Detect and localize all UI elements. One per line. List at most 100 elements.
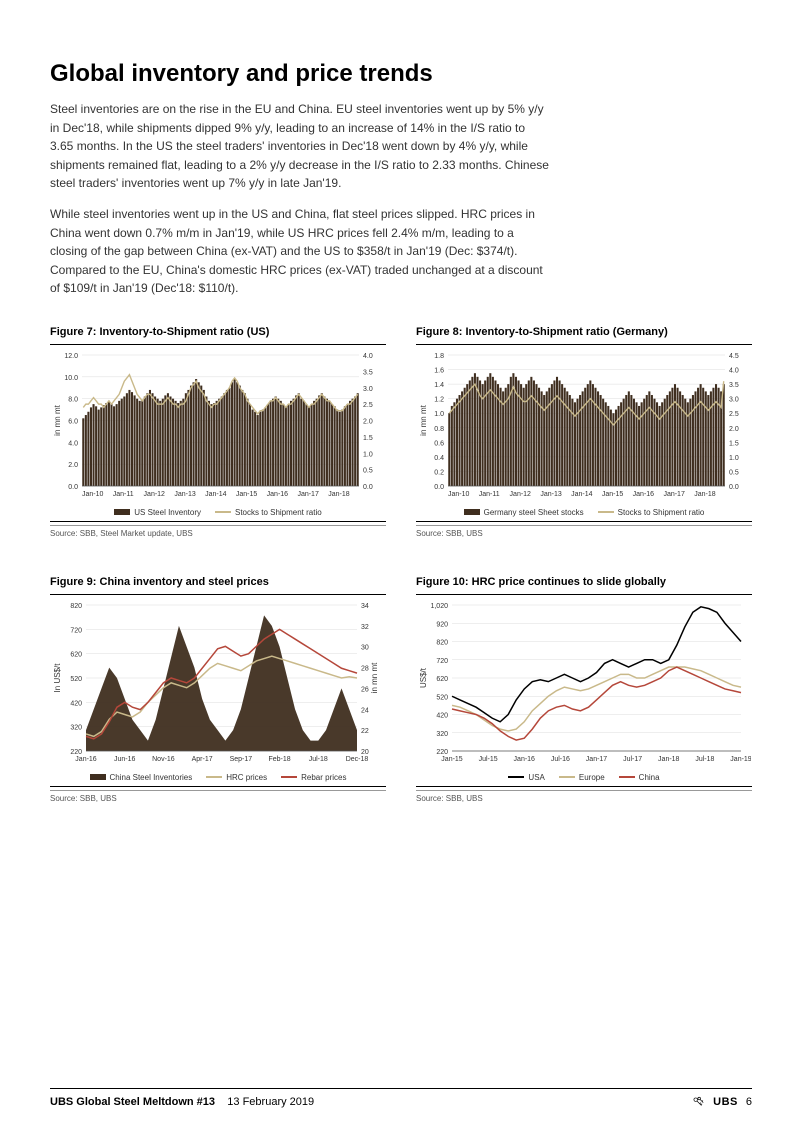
svg-text:Jun-16: Jun-16 bbox=[114, 756, 136, 763]
svg-text:3.5: 3.5 bbox=[729, 382, 739, 389]
svg-text:1.5: 1.5 bbox=[363, 435, 373, 442]
fig10-legend: USA Europe China bbox=[416, 769, 752, 784]
svg-text:Jan-10: Jan-10 bbox=[82, 491, 104, 498]
svg-text:3.0: 3.0 bbox=[729, 397, 739, 404]
svg-text:Jan-12: Jan-12 bbox=[510, 491, 532, 498]
fig9-title: Figure 9: China inventory and steel pric… bbox=[50, 576, 386, 588]
svg-text:0.5: 0.5 bbox=[363, 468, 373, 475]
fig10-chart: 2203204205206207208209201,020US$/tJan-15… bbox=[416, 599, 751, 769]
page-footer: UBS Global Steel Meltdown #13 13 Februar… bbox=[50, 1088, 752, 1109]
svg-text:0.0: 0.0 bbox=[68, 484, 78, 491]
fig9-chart: 2203204205206207208202022242628303234In … bbox=[50, 599, 385, 769]
svg-text:Jan-11: Jan-11 bbox=[479, 491, 500, 498]
fig7-title: Figure 7: Inventory-to-Shipment ratio (U… bbox=[50, 326, 386, 338]
svg-text:Jul-17: Jul-17 bbox=[623, 756, 642, 763]
svg-text:In US$/t: In US$/t bbox=[53, 663, 62, 693]
svg-text:in mn mt: in mn mt bbox=[419, 404, 428, 435]
svg-text:Jul-18: Jul-18 bbox=[695, 756, 714, 763]
fig7-source: Source: SBB, Steel Market update, UBS bbox=[50, 525, 386, 538]
svg-text:Jan-16: Jan-16 bbox=[75, 756, 97, 763]
svg-text:Jan-14: Jan-14 bbox=[571, 491, 593, 498]
svg-text:20: 20 bbox=[361, 749, 369, 756]
svg-text:620: 620 bbox=[436, 676, 448, 683]
svg-text:1.5: 1.5 bbox=[729, 440, 739, 447]
svg-text:420: 420 bbox=[70, 700, 82, 707]
fig9-legend-2: HRC prices bbox=[226, 773, 267, 782]
svg-text:Jul-16: Jul-16 bbox=[551, 756, 570, 763]
figure-7: Figure 7: Inventory-to-Shipment ratio (U… bbox=[50, 326, 386, 538]
svg-text:0.6: 0.6 bbox=[434, 440, 444, 447]
svg-text:2.0: 2.0 bbox=[729, 426, 739, 433]
svg-text:2.5: 2.5 bbox=[729, 411, 739, 418]
body-paragraph-2: While steel inventories went up in the U… bbox=[50, 205, 550, 298]
svg-text:0.0: 0.0 bbox=[363, 484, 373, 491]
svg-text:0.0: 0.0 bbox=[729, 484, 739, 491]
figure-9: Figure 9: China inventory and steel pric… bbox=[50, 576, 386, 803]
svg-text:3.0: 3.0 bbox=[363, 386, 373, 393]
fig8-title: Figure 8: Inventory-to-Shipment ratio (G… bbox=[416, 326, 752, 338]
footer-page-number: 6 bbox=[746, 1096, 752, 1108]
svg-text:720: 720 bbox=[436, 658, 448, 665]
ubs-keys-icon bbox=[691, 1095, 705, 1109]
svg-text:520: 520 bbox=[436, 694, 448, 701]
svg-text:Jan-13: Jan-13 bbox=[174, 491, 196, 498]
svg-text:Jan-15: Jan-15 bbox=[236, 491, 258, 498]
svg-text:Jan-16: Jan-16 bbox=[633, 491, 655, 498]
fig8-source: Source: SBB, UBS bbox=[416, 525, 752, 538]
svg-text:0.4: 0.4 bbox=[434, 455, 444, 462]
svg-text:2.5: 2.5 bbox=[363, 402, 373, 409]
svg-text:Jan-13: Jan-13 bbox=[540, 491, 562, 498]
svg-text:920: 920 bbox=[436, 621, 448, 628]
svg-text:1.4: 1.4 bbox=[434, 382, 444, 389]
svg-text:Sep-17: Sep-17 bbox=[230, 756, 253, 763]
figure-10: Figure 10: HRC price continues to slide … bbox=[416, 576, 752, 803]
fig9-source: Source: SBB, UBS bbox=[50, 790, 386, 803]
svg-text:1.0: 1.0 bbox=[729, 455, 739, 462]
svg-text:Jan-18: Jan-18 bbox=[328, 491, 350, 498]
svg-text:320: 320 bbox=[70, 725, 82, 732]
fig8-legend: Germany steel Sheet stocks Stocks to Shi… bbox=[416, 504, 752, 519]
svg-text:320: 320 bbox=[436, 731, 448, 738]
svg-text:Jan-15: Jan-15 bbox=[602, 491, 624, 498]
svg-text:720: 720 bbox=[70, 627, 82, 634]
svg-text:620: 620 bbox=[70, 652, 82, 659]
fig9-legend-1: China Steel Inventories bbox=[110, 773, 193, 782]
svg-text:Jan-12: Jan-12 bbox=[144, 491, 166, 498]
svg-text:Jan-18: Jan-18 bbox=[694, 491, 716, 498]
fig9-legend: China Steel Inventories HRC prices Rebar… bbox=[50, 769, 386, 784]
svg-text:0.2: 0.2 bbox=[434, 469, 444, 476]
svg-text:0.0: 0.0 bbox=[434, 484, 444, 491]
svg-text:0.5: 0.5 bbox=[729, 469, 739, 476]
svg-text:220: 220 bbox=[70, 749, 82, 756]
svg-text:Jul-15: Jul-15 bbox=[479, 756, 498, 763]
svg-text:4.0: 4.0 bbox=[363, 353, 373, 360]
svg-text:1.8: 1.8 bbox=[434, 353, 444, 360]
svg-text:3.5: 3.5 bbox=[363, 369, 373, 376]
footer-report-name: UBS Global Steel Meltdown #13 bbox=[50, 1096, 215, 1108]
svg-text:Jan-19: Jan-19 bbox=[730, 756, 751, 763]
figure-8: Figure 8: Inventory-to-Shipment ratio (G… bbox=[416, 326, 752, 538]
svg-text:820: 820 bbox=[436, 639, 448, 646]
svg-text:Feb-18: Feb-18 bbox=[268, 756, 290, 763]
fig7-legend-2: Stocks to Shipment ratio bbox=[235, 508, 322, 517]
svg-text:Jan-10: Jan-10 bbox=[448, 491, 470, 498]
svg-text:in mn mt: in mn mt bbox=[370, 662, 379, 693]
fig10-legend-1: USA bbox=[528, 773, 544, 782]
fig7-legend-1: US Steel Inventory bbox=[134, 508, 201, 517]
svg-text:in mn mt: in mn mt bbox=[53, 404, 62, 435]
svg-text:24: 24 bbox=[361, 707, 369, 714]
svg-text:26: 26 bbox=[361, 686, 369, 693]
svg-text:1.2: 1.2 bbox=[434, 397, 444, 404]
svg-text:US$/t: US$/t bbox=[419, 667, 428, 688]
svg-text:Jan-17: Jan-17 bbox=[586, 756, 608, 763]
fig10-legend-3: China bbox=[639, 773, 660, 782]
fig8-chart: 0.00.20.40.60.81.01.21.41.61.80.00.51.01… bbox=[416, 349, 751, 504]
svg-text:30: 30 bbox=[361, 645, 369, 652]
svg-text:Jul-18: Jul-18 bbox=[309, 756, 328, 763]
svg-text:Jan-17: Jan-17 bbox=[663, 491, 685, 498]
svg-text:520: 520 bbox=[70, 676, 82, 683]
fig10-source: Source: SBB, UBS bbox=[416, 790, 752, 803]
svg-text:2.0: 2.0 bbox=[363, 418, 373, 425]
footer-date: 13 February 2019 bbox=[227, 1096, 314, 1108]
svg-text:220: 220 bbox=[436, 749, 448, 756]
